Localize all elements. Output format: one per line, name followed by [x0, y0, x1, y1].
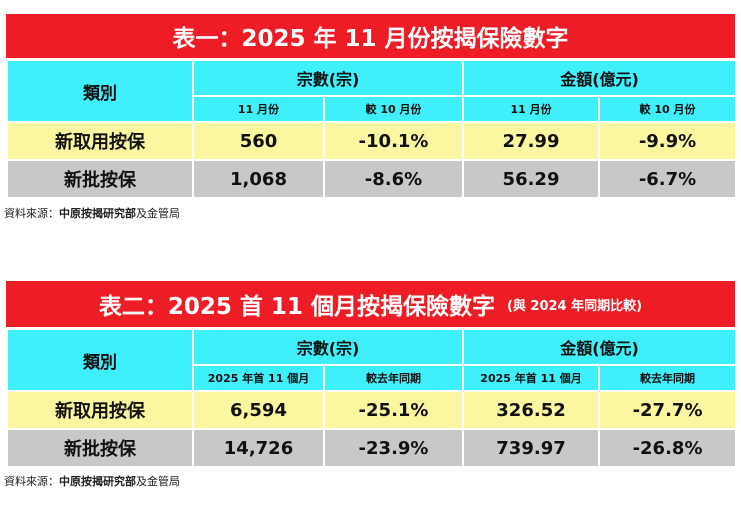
table1-source: 資料來源：中原按揭研究部及金管局: [4, 205, 180, 221]
source-prefix: 資料來源：: [4, 207, 59, 220]
table1-title-bar: 表一：2025 年 11 月份按揭保險數字: [6, 14, 735, 58]
table1-count-header: 宗數(宗): [191, 59, 465, 97]
table2-subtitle: (與 2024 年同期比較): [506, 298, 643, 314]
table1-amount-header: 金額(億元): [462, 59, 738, 97]
table2-count-header: 宗數(宗): [191, 328, 465, 366]
count-change: -8.6%: [322, 159, 465, 199]
count-value: 1,068: [192, 159, 325, 199]
table1-count-sub-change: 較 10 月份: [322, 95, 465, 123]
source-suffix: 及金管局: [136, 475, 180, 488]
table1: 類別 宗數(宗) 金額(億元) 11 月份 較 10 月份 11 月份 較 10…: [6, 59, 738, 199]
table2-title-bar: 表二：2025 首 11 個月按揭保險數字 (與 2024 年同期比較): [6, 281, 735, 327]
source-prefix: 資料來源：: [4, 475, 59, 488]
source-bold: 中原按揭研究部: [59, 207, 136, 220]
table2-count-sub-current: 2025 年首 11 個月: [192, 364, 325, 392]
count-change: -23.9%: [322, 428, 465, 468]
table1-category-header: 類別: [6, 59, 194, 123]
table2-category-header: 類別: [6, 328, 194, 392]
amount-value: 739.97: [462, 428, 601, 468]
source-suffix: 及金管局: [136, 207, 180, 220]
count-value: 14,726: [192, 428, 325, 468]
row-label: 新取用按保: [6, 121, 194, 161]
amount-value: 326.52: [462, 390, 601, 430]
row-label: 新批按保: [6, 428, 194, 468]
amount-change: -6.7%: [598, 159, 738, 199]
table1-title: 表一：2025 年 11 月份按揭保險數字: [172, 26, 569, 52]
table-row: 新取用按保 560 -10.1% 27.99 -9.9%: [6, 121, 738, 161]
amount-value: 27.99: [462, 121, 601, 161]
table2-amount-header: 金額(億元): [462, 328, 738, 366]
table1-count-sub-current: 11 月份: [192, 95, 325, 123]
table2-count-sub-change: 較去年同期: [322, 364, 465, 392]
table2: 類別 宗數(宗) 金額(億元) 2025 年首 11 個月 較去年同期 2025…: [6, 328, 738, 468]
table-row: 新批按保 14,726 -23.9% 739.97 -26.8%: [6, 428, 738, 468]
table2-amount-sub-current: 2025 年首 11 個月: [462, 364, 601, 392]
table-row: 新取用按保 6,594 -25.1% 326.52 -27.7%: [6, 390, 738, 430]
row-label: 新批按保: [6, 159, 194, 199]
amount-value: 56.29: [462, 159, 601, 199]
count-change: -10.1%: [322, 121, 465, 161]
table1-amount-sub-change: 較 10 月份: [598, 95, 738, 123]
amount-change: -27.7%: [598, 390, 738, 430]
amount-change: -9.9%: [598, 121, 738, 161]
count-value: 6,594: [192, 390, 325, 430]
count-value: 560: [192, 121, 325, 161]
table2-source: 資料來源：中原按揭研究部及金管局: [4, 473, 180, 489]
table2-amount-sub-change: 較去年同期: [598, 364, 738, 392]
source-bold: 中原按揭研究部: [59, 475, 136, 488]
amount-change: -26.8%: [598, 428, 738, 468]
table2-title: 表二：2025 首 11 個月按揭保險數字: [98, 294, 495, 320]
table1-amount-sub-current: 11 月份: [462, 95, 601, 123]
count-change: -25.1%: [322, 390, 465, 430]
table-row: 新批按保 1,068 -8.6% 56.29 -6.7%: [6, 159, 738, 199]
row-label: 新取用按保: [6, 390, 194, 430]
